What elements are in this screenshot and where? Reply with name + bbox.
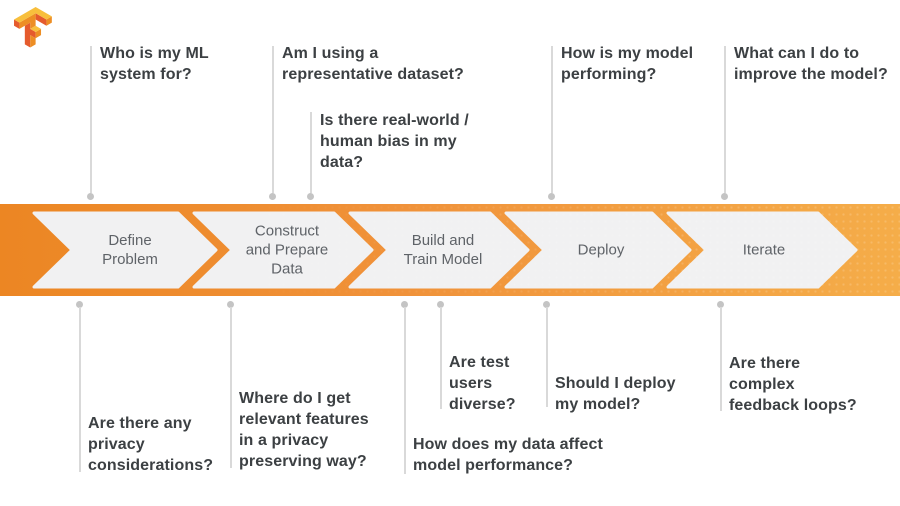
connector-line — [310, 112, 312, 193]
connector-dot — [226, 300, 234, 308]
connector-line — [90, 46, 92, 193]
question-bottom-6: Are there complex feedback loops? — [729, 355, 857, 414]
question-top-1: Who is my ML system for? — [100, 45, 209, 83]
chevron-deploy — [504, 211, 692, 289]
question-top-2: Am I using a representative dataset? — [282, 45, 464, 83]
connector-dot — [86, 192, 94, 200]
stage-label-construct-data: Construct and Prepare Data — [245, 222, 329, 278]
stage-label-deploy: Deploy — [577, 241, 625, 259]
question-top-5: What can I do to improve the model? — [734, 45, 888, 83]
question-bottom-3: How does my data affect model performanc… — [413, 436, 603, 474]
connector-line — [79, 307, 81, 472]
connector-line — [551, 46, 553, 193]
chevron-iterate — [666, 211, 858, 289]
pipeline-chevrons — [32, 211, 858, 289]
connector-dot — [400, 300, 408, 308]
connector-dot — [268, 192, 276, 200]
connector-dot — [542, 300, 550, 308]
chevron-construct-data — [192, 211, 374, 289]
connector-line — [404, 307, 406, 474]
connector-dot — [716, 300, 724, 308]
connector-dot — [306, 192, 314, 200]
connector-dot — [436, 300, 444, 308]
connector-line — [724, 46, 726, 193]
stage-label-define-problem: Define Problem — [102, 232, 158, 268]
chevron-build-train — [348, 211, 530, 289]
question-bottom-2: Where do I get relevant features in a pr… — [239, 390, 369, 470]
chevron-define-problem — [32, 211, 218, 289]
connector-dot — [75, 300, 83, 308]
connector-line — [230, 307, 232, 468]
question-bottom-4: Are test users diverse? — [449, 354, 516, 413]
stage-label-iterate: Iterate — [742, 241, 786, 259]
connector-dot — [720, 192, 728, 200]
pipeline-banner: Define Problem Construct and Prepare Dat… — [0, 204, 900, 296]
question-bottom-1: Are there any privacy considerations? — [88, 415, 214, 474]
question-top-3: Is there real-world / human bias in my d… — [320, 112, 469, 171]
tensorflow-logo — [14, 7, 52, 48]
stage-label-build-train: Build and Train Model — [403, 232, 483, 268]
connector-dot — [547, 192, 555, 200]
connector-line — [272, 46, 274, 193]
connector-line — [546, 307, 548, 407]
connector-line — [720, 307, 722, 411]
connector-line — [440, 307, 442, 409]
question-bottom-5: Should I deploy my model? — [555, 375, 676, 413]
question-top-4: How is my model performing? — [561, 45, 694, 83]
